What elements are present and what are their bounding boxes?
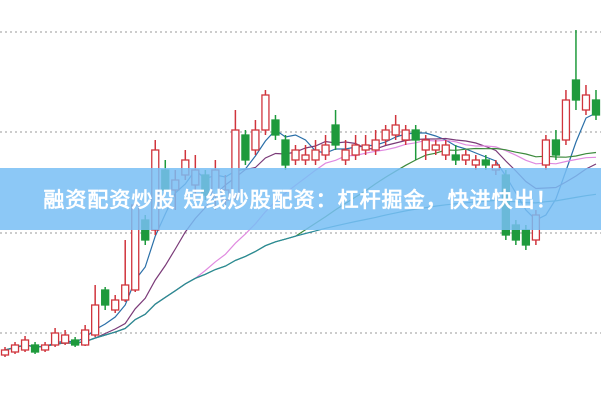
- candle-up: [561, 99, 571, 141]
- candle-up: [421, 139, 430, 151]
- candle-down: [411, 129, 420, 141]
- candle-up: [381, 129, 390, 141]
- candle-up: [40, 344, 50, 351]
- candle-up: [541, 139, 551, 166]
- candle-up: [91, 304, 100, 336]
- candle-up: [261, 94, 270, 131]
- candle-down: [571, 79, 581, 101]
- candle-up: [60, 334, 70, 344]
- candle-up: [581, 94, 591, 111]
- ma10-line: [4, 137, 597, 351]
- candle-down: [551, 139, 561, 156]
- candle-up: [121, 284, 130, 301]
- candle-up: [461, 154, 470, 161]
- banner-title: 融资配资炒股 短线炒股配资：杠杆掘金，快进快出！: [43, 188, 558, 212]
- candle-down: [591, 99, 601, 116]
- candle-up: [111, 299, 120, 311]
- candle-up: [10, 344, 20, 353]
- candle-up: [80, 329, 90, 346]
- candle-up: [391, 124, 400, 136]
- candle-up: [0, 349, 10, 356]
- candle-up: [401, 129, 410, 141]
- candle-up: [20, 339, 30, 351]
- candle-up: [251, 129, 260, 151]
- candle-up: [371, 139, 380, 151]
- title-banner: 融资配资炒股 短线炒股配资：杠杆掘金，快进快出！: [0, 168, 601, 230]
- candle-up: [471, 159, 480, 166]
- candle-down: [271, 119, 280, 136]
- candle-down: [241, 134, 250, 161]
- candle-up: [321, 144, 330, 156]
- candle-down: [521, 229, 531, 246]
- candle-up: [431, 144, 440, 151]
- candle-up: [291, 149, 300, 161]
- candle-up: [311, 149, 320, 161]
- candle-down: [481, 159, 490, 166]
- candle-down: [101, 289, 110, 306]
- candle-up: [361, 144, 370, 151]
- candle-up: [351, 144, 360, 156]
- candle-down: [451, 154, 460, 161]
- candle-up: [441, 144, 450, 156]
- candle-up: [301, 154, 310, 161]
- ma5-line: [4, 112, 597, 351]
- candle-down: [331, 124, 340, 146]
- candle-up: [341, 149, 350, 161]
- candle-down: [70, 339, 80, 346]
- candle-up: [50, 332, 60, 346]
- candle-down: [281, 139, 290, 166]
- candle-down: [30, 344, 40, 353]
